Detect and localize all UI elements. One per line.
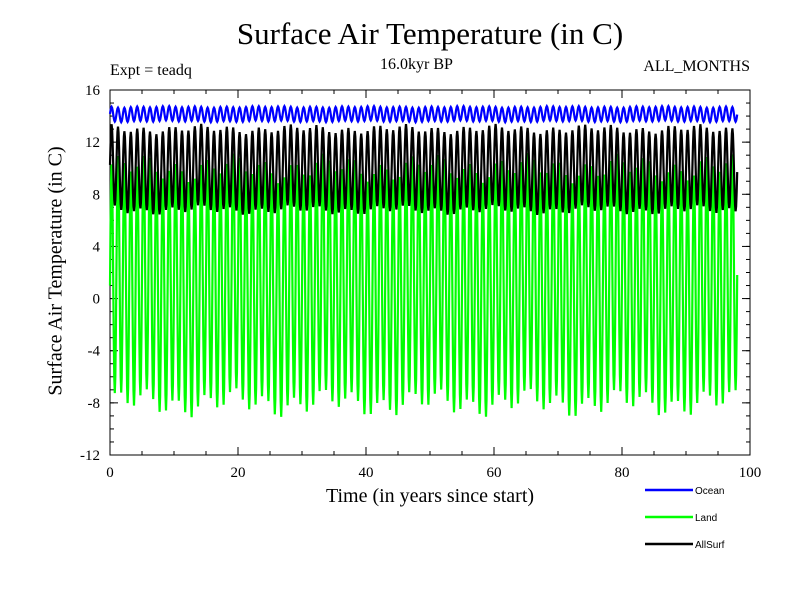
chart-title: Surface Air Temperature (in C) [236, 16, 624, 51]
y-tick-label: 12 [85, 135, 100, 151]
x-tick-label: 40 [359, 465, 374, 481]
series-line-land [108, 153, 739, 418]
x-tick-label: 60 [487, 465, 502, 481]
series-line-allsurf [108, 123, 739, 215]
experiment-label: Expt = teadq [110, 62, 192, 79]
y-tick-label: -12 [80, 448, 100, 464]
legend-label-allsurf: AllSurf [695, 540, 725, 551]
legend: Ocean Land AllSurf [645, 486, 725, 551]
x-tick-label: 100 [739, 465, 762, 481]
y-tick-label: 8 [93, 187, 101, 203]
y-tick-label: -8 [88, 396, 101, 412]
y-axis-label: Surface Air Temperature (in C) [44, 146, 67, 396]
x-tick-label: 20 [231, 465, 246, 481]
y-tick-label: 4 [93, 239, 101, 255]
y-tick-label: 0 [93, 292, 101, 308]
x-tick-label: 0 [106, 465, 114, 481]
series-group [108, 103, 739, 418]
series-line-ocean [108, 103, 739, 125]
y-tick-label: 16 [85, 83, 101, 99]
y-tick-label: -4 [88, 344, 101, 360]
x-tick-label: 80 [615, 465, 630, 481]
x-axis-label: Time (in years since start) [325, 485, 535, 507]
legend-label-land: Land [695, 513, 717, 524]
months-label: ALL_MONTHS [643, 58, 750, 75]
legend-label-ocean: Ocean [695, 486, 724, 497]
chart-subtitle: 16.0kyr BP [380, 56, 453, 73]
